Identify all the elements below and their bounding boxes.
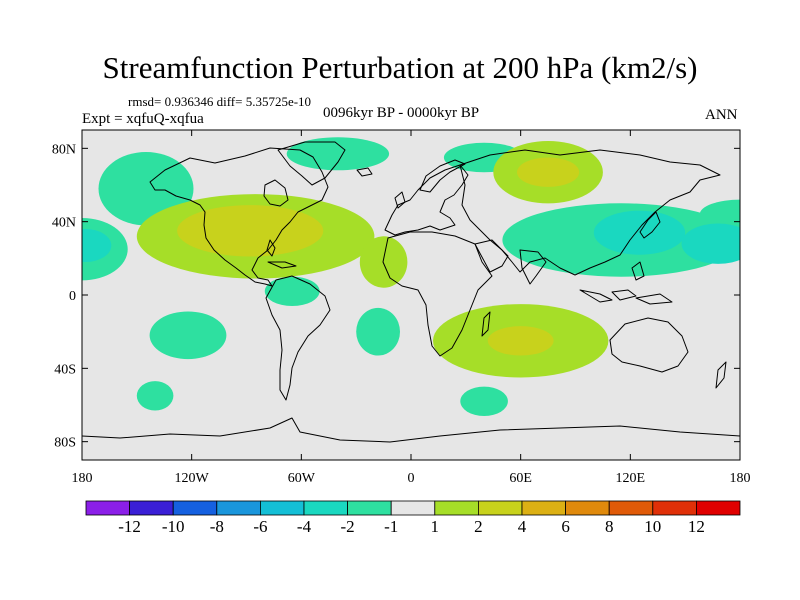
colorbar-swatch-2 bbox=[172, 500, 218, 516]
colorbar-label-10: 6 bbox=[561, 517, 570, 536]
colorbar-label-0: -12 bbox=[118, 517, 141, 536]
colorbar-label-4: -4 bbox=[297, 517, 312, 536]
colorbar-swatch-8 bbox=[434, 500, 479, 516]
anomaly-region-7 bbox=[593, 210, 686, 255]
coastline-north-america bbox=[149, 147, 329, 287]
colorbar-swatch-10 bbox=[521, 500, 566, 516]
coastline-south-america bbox=[265, 275, 331, 401]
anomaly-region-12 bbox=[136, 381, 174, 411]
anomaly-region-10 bbox=[149, 311, 227, 360]
colorbar: -12 -10 -8 -6 -4 -2 -1 1 2 4 6 8 10 12 bbox=[85, 500, 741, 536]
colorbar-swatch-7 bbox=[390, 500, 436, 516]
coastline-japan bbox=[639, 211, 661, 239]
colorbar-label-12: 10 bbox=[644, 517, 661, 536]
statistics-label: rmsd= 0.936346 diff= 5.35725e-10 bbox=[128, 94, 312, 109]
coastline-hudson-bay bbox=[263, 179, 289, 207]
colorbar-swatch-13 bbox=[652, 500, 697, 516]
colorbar-label-1: -10 bbox=[162, 517, 185, 536]
coastline-arabia bbox=[474, 239, 509, 273]
colorbar-swatch-6 bbox=[347, 500, 392, 516]
lon-tick-label-0: 180 bbox=[72, 471, 93, 486]
coastline-philippines bbox=[631, 261, 645, 281]
coastlines bbox=[82, 141, 740, 443]
map-title: Streamfunction Perturbation at 200 hPa (… bbox=[102, 50, 698, 85]
experiment-label: Expt = xqfuQ-xqfua bbox=[82, 111, 204, 127]
colorbar-swatch-14 bbox=[696, 500, 741, 516]
anomaly-region-2 bbox=[98, 152, 194, 226]
colorbar-label-5: -2 bbox=[341, 517, 355, 536]
coastline-british-isles bbox=[394, 191, 406, 209]
anomaly-region-16 bbox=[359, 236, 408, 288]
coastline-greenland bbox=[277, 141, 346, 186]
colorbar-swatch-0 bbox=[85, 500, 130, 516]
lat-tick-label-2: 0 bbox=[69, 289, 76, 304]
colorbar-label-3: -6 bbox=[253, 517, 267, 536]
anomaly-region-20 bbox=[487, 326, 554, 356]
anomaly-region-15 bbox=[177, 205, 324, 257]
lon-tick-label-3: 0 bbox=[408, 471, 415, 486]
coastline-indonesia bbox=[579, 289, 673, 305]
lon-tick-label-5: 120E bbox=[616, 471, 646, 486]
coastline-caribbean bbox=[267, 261, 297, 269]
lat-tick-label-1: 40N bbox=[52, 216, 76, 231]
coastline-asia bbox=[459, 149, 721, 276]
anomaly-region-18 bbox=[517, 157, 580, 187]
colorbar-label-13: 12 bbox=[688, 517, 705, 536]
map-axes: 180 120W 60W 0 60E 120E 180 80N 40N 0 40S 80S bbox=[52, 130, 751, 486]
coastline-iceland bbox=[356, 167, 373, 177]
period-label: 0096kyr BP - 0000kyr BP bbox=[323, 105, 480, 121]
coastline-antarctica bbox=[82, 417, 740, 443]
anomaly-contours bbox=[82, 137, 740, 416]
anomaly-region-4 bbox=[82, 229, 112, 262]
lat-tick-label-3: 40S bbox=[54, 362, 76, 377]
colorbar-swatch-9 bbox=[477, 500, 523, 516]
lon-tick-label-1: 120W bbox=[175, 471, 210, 486]
coastline-scandinavia bbox=[419, 159, 466, 193]
coastline-australia bbox=[609, 317, 689, 373]
lon-tick-label-6: 180 bbox=[730, 471, 751, 486]
anomaly-region-8 bbox=[681, 223, 740, 264]
colorbar-swatch-3 bbox=[216, 500, 261, 516]
colorbar-label-8: 2 bbox=[474, 517, 483, 536]
colorbar-label-7: 1 bbox=[431, 517, 440, 536]
lon-tick-label-4: 60E bbox=[509, 471, 532, 486]
lon-tick-label-2: 60W bbox=[288, 471, 316, 486]
anomaly-region-11 bbox=[356, 307, 400, 356]
lat-tick-label-4: 80S bbox=[54, 436, 76, 451]
colorbar-swatch-11 bbox=[565, 500, 610, 516]
lat-tick-label-0: 80N bbox=[52, 142, 76, 157]
colorbar-swatch-12 bbox=[608, 500, 654, 516]
coastline-africa bbox=[382, 231, 493, 357]
colorbar-label-2: -8 bbox=[210, 517, 224, 536]
coastline-madagascar bbox=[481, 311, 491, 337]
coastline-florida bbox=[266, 239, 276, 257]
colorbar-label-6: -1 bbox=[384, 517, 398, 536]
colorbar-label-9: 4 bbox=[518, 517, 527, 536]
coastline-new-zealand bbox=[715, 361, 727, 389]
anomaly-region-9 bbox=[264, 276, 320, 306]
colorbar-swatch-5 bbox=[303, 500, 348, 516]
anomaly-region-13 bbox=[460, 386, 508, 416]
season-label: ANN bbox=[705, 107, 738, 123]
coastline-europe bbox=[384, 164, 469, 236]
colorbar-swatch-1 bbox=[129, 500, 174, 516]
colorbar-label-11: 8 bbox=[605, 517, 614, 536]
coastline-india bbox=[519, 249, 547, 285]
anomaly-region-0 bbox=[286, 137, 390, 171]
colorbar-swatch-4 bbox=[259, 500, 305, 516]
